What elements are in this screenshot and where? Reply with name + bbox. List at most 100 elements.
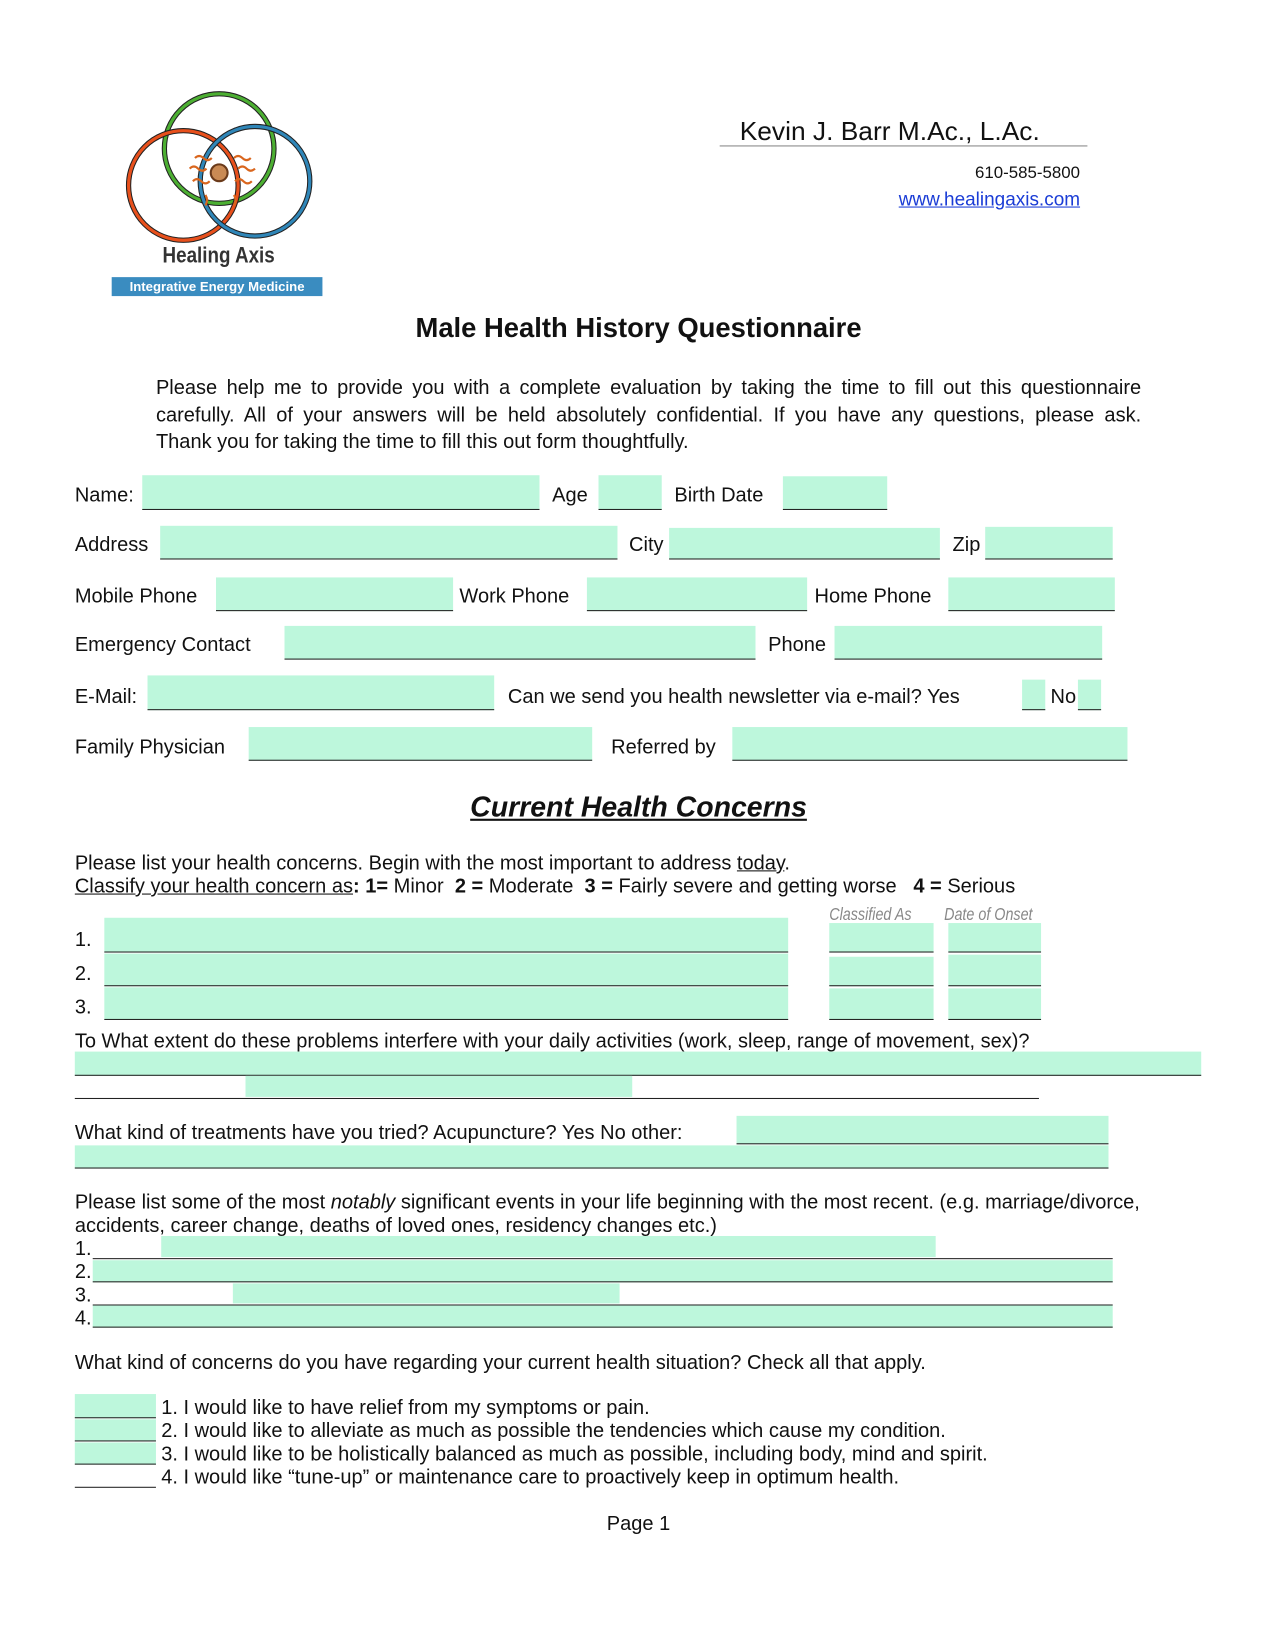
- event-row-number: 1.: [74, 1238, 92, 1261]
- referred-by-input[interactable]: [732, 727, 1128, 761]
- scale-num: 1=: [365, 875, 389, 898]
- practitioner-name: Kevin J. Barr M.Ac., L.Ac.: [739, 116, 1040, 147]
- healing-axis-logo: Healing Axis Integrative Energy Medicine: [105, 90, 332, 301]
- check-question: What kind of concerns do you have regard…: [74, 1351, 926, 1375]
- events-text: significant events in your life beginnin…: [395, 1191, 1140, 1214]
- newsletter-yes-checkbox[interactable]: [1022, 679, 1046, 711]
- intro-line: Please help me to provide you with a com…: [155, 377, 1142, 400]
- work-phone-label: Work Phone: [459, 585, 570, 608]
- scale-num: 3 =: [584, 875, 613, 898]
- age-label: Age: [552, 484, 588, 507]
- work-phone-input[interactable]: [586, 577, 808, 612]
- concern-row-number: 2.: [74, 963, 92, 986]
- emergency-contact-label: Emergency Contact: [74, 634, 251, 657]
- concern-1-classified-input[interactable]: [829, 923, 934, 953]
- treatments-other-input[interactable]: [736, 1115, 1109, 1145]
- intro-line: Thank you for taking the time to fill th…: [155, 430, 689, 454]
- check-2-box[interactable]: [74, 1419, 156, 1442]
- birth-date-input[interactable]: [782, 476, 888, 510]
- event-1-underline: [92, 1258, 1113, 1260]
- newsletter-question: Can we send you health newsletter via e-…: [507, 685, 960, 709]
- concern-2-onset-input[interactable]: [948, 954, 1042, 987]
- logo-name: Healing Axis: [162, 243, 275, 268]
- intro-line: carefully. All of your answers will be h…: [155, 404, 1142, 427]
- mobile-phone-input[interactable]: [216, 577, 454, 612]
- page-number: Page 1: [606, 1513, 671, 1536]
- website-link[interactable]: www.healingaxis.com: [898, 188, 1081, 210]
- event-row-number: 4.: [74, 1307, 92, 1330]
- family-physician-input[interactable]: [248, 727, 593, 761]
- date-of-onset-header: Date of Onset: [944, 904, 1033, 925]
- event-row-number: 2.: [74, 1261, 92, 1284]
- age-input[interactable]: [598, 475, 662, 510]
- scale-label: Serious: [941, 875, 1016, 898]
- birth-date-label: Birth Date: [674, 484, 764, 507]
- concern-2-input[interactable]: [104, 953, 789, 987]
- logo-circles-icon: [125, 91, 313, 243]
- zip-input[interactable]: [985, 526, 1113, 560]
- check-item: 2. I would like to alleviate as much as …: [161, 1420, 946, 1443]
- instruction-today: today: [736, 852, 785, 875]
- emergency-contact-input[interactable]: [284, 625, 756, 660]
- check-item: 3. I would like to be holistically balan…: [161, 1443, 988, 1466]
- scale-label: Moderate: [483, 875, 574, 898]
- event-4-input[interactable]: [92, 1305, 1113, 1328]
- concern-3-classified-input[interactable]: [829, 988, 934, 1020]
- event-3-underline: [92, 1304, 1113, 1306]
- event-1-input[interactable]: [161, 1235, 936, 1258]
- extent-input-line-2[interactable]: [245, 1075, 633, 1097]
- address-input[interactable]: [160, 525, 618, 560]
- concern-3-onset-input[interactable]: [948, 988, 1042, 1020]
- check-3-box[interactable]: [74, 1442, 156, 1465]
- page-title: Male Health History Questionnaire: [415, 311, 862, 344]
- classify-label: Classify your health concern as: [74, 875, 354, 898]
- concern-1-onset-input[interactable]: [948, 923, 1042, 953]
- intro-paragraph: Please help me to provide you with a com…: [156, 375, 1141, 456]
- check-4-box[interactable]: [74, 1486, 156, 1488]
- events-question-line-2: accidents, career change, deaths of love…: [74, 1214, 717, 1238]
- check-item: 4. I would like “tune-up” or maintenance…: [161, 1466, 900, 1489]
- city-input[interactable]: [669, 527, 940, 560]
- emergency-phone-input[interactable]: [834, 625, 1103, 660]
- scale-num: 2 =: [454, 875, 484, 898]
- check-1-box[interactable]: [74, 1394, 156, 1419]
- extent-question: To What extent do these problems interfe…: [74, 1030, 1030, 1053]
- concern-3-input[interactable]: [104, 987, 789, 1020]
- name-label: Name:: [74, 484, 134, 507]
- logo-tagline: Integrative Energy Medicine: [111, 277, 323, 297]
- concern-1-input[interactable]: [104, 917, 789, 953]
- events-question: Please list some of the most notably sig…: [75, 1192, 1140, 1215]
- emergency-phone-label: Phone: [768, 634, 827, 657]
- event-2-input[interactable]: [92, 1260, 1113, 1283]
- mobile-phone-label: Mobile Phone: [74, 585, 198, 608]
- city-label: City: [629, 534, 664, 557]
- email-label: E-Mail:: [74, 685, 138, 709]
- classify-scale: Classify your health concern as: 1= Mino…: [74, 875, 1016, 898]
- family-physician-label: Family Physician: [74, 736, 226, 759]
- newsletter-no-label: No: [1050, 685, 1077, 709]
- classified-as-header: Classified As: [829, 904, 912, 925]
- newsletter-no-checkbox[interactable]: [1077, 679, 1102, 711]
- events-emphasis: notably: [330, 1191, 396, 1214]
- extent-input-line-1[interactable]: [74, 1051, 1202, 1076]
- home-phone-label: Home Phone: [814, 585, 932, 608]
- event-3-input[interactable]: [232, 1283, 620, 1304]
- practice-phone: 610-585-5800: [975, 164, 1081, 183]
- concerns-instruction: Please list your health concerns. Begin …: [74, 852, 790, 875]
- header-divider: [719, 145, 1088, 147]
- address-label: Address: [74, 534, 149, 557]
- events-text: Please list some of the most: [74, 1191, 331, 1214]
- zip-label: Zip: [952, 534, 981, 557]
- name-input[interactable]: [142, 475, 540, 510]
- email-input[interactable]: [147, 675, 495, 711]
- event-row-number: 3.: [74, 1284, 92, 1307]
- treatments-question: What kind of treatments have you tried? …: [74, 1122, 683, 1145]
- instruction-text: Please list your health concerns. Begin …: [74, 852, 737, 875]
- concern-2-classified-input[interactable]: [829, 956, 934, 987]
- treatments-input-line-2[interactable]: [74, 1145, 1109, 1169]
- scale-label: Fairly severe and getting worse: [612, 875, 897, 898]
- referred-by-label: Referred by: [611, 736, 716, 759]
- home-phone-input[interactable]: [948, 577, 1115, 612]
- check-item: 1. I would like to have relief from my s…: [161, 1397, 650, 1420]
